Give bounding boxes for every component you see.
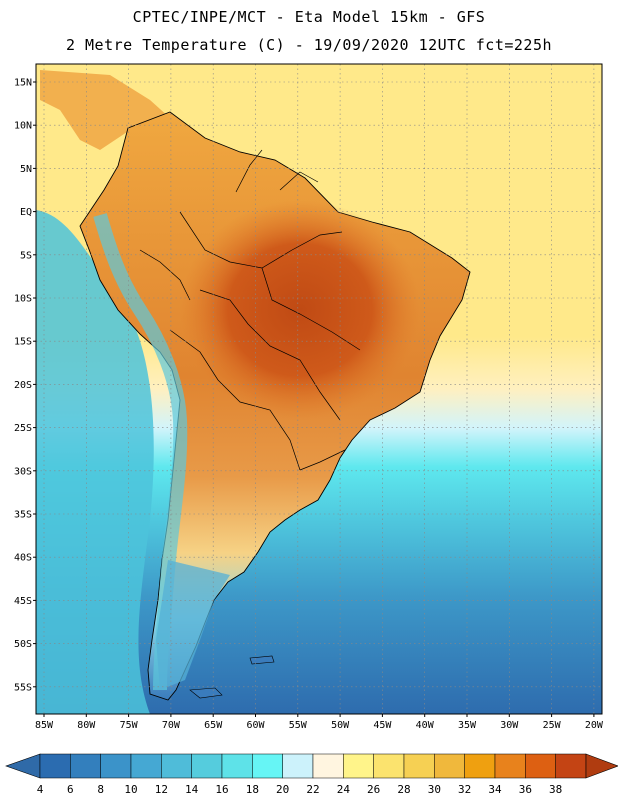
lat-label: 50S (14, 639, 32, 650)
lon-label: 80W (77, 720, 96, 731)
colorbar-label: 34 (488, 783, 502, 796)
lon-label: 45W (373, 720, 392, 731)
lat-label: 30S (14, 466, 32, 477)
colorbar-label: 32 (458, 783, 471, 796)
colorbar-label: 22 (306, 783, 319, 796)
lat-label: 10S (14, 294, 32, 305)
colorbar-label: 6 (67, 783, 74, 796)
lat-label: 35S (14, 510, 32, 521)
lat-label: EQ (20, 207, 32, 218)
colorbar-swatch (312, 753, 344, 779)
lat-label: 5N (20, 164, 32, 175)
longitude-labels: 85W 80W 75W 70W 65W 60W 55W 50W 45W 40W 35W 30W 25W 2… (35, 714, 604, 731)
lat-label: 15S (14, 337, 32, 348)
lat-label: 5S (20, 250, 32, 261)
colorbar: 4 6 8 10 12 14 16 18 20 22 24 26 28 30 32 34 36 38 (5, 753, 618, 796)
map-frame (35, 63, 603, 715)
colorbar-swatch (434, 753, 465, 779)
colorbar-swatch (525, 753, 556, 779)
colorbar-low-arrow (5, 753, 41, 779)
graticule (36, 64, 602, 714)
colorbar-swatch (161, 753, 192, 779)
colorbar-label: 14 (185, 783, 199, 796)
tierra-del-fuego (189, 687, 223, 699)
colorbar-swatch (191, 753, 223, 779)
colorbar-label: 30 (428, 783, 441, 796)
country-borders (139, 149, 361, 471)
lon-label: 55W (289, 720, 308, 731)
colorbar-label: 12 (155, 783, 168, 796)
colorbar-label: 16 (215, 783, 228, 796)
lat-label: 15N (14, 78, 32, 89)
map-subtitle: 2 Metre Temperature (C) - 19/09/2020 12U… (65, 36, 553, 54)
lon-label: 50W (331, 720, 350, 731)
colorbar-label: 38 (549, 783, 562, 796)
colorbar-swatch (464, 753, 496, 779)
hot-core-region (180, 200, 420, 420)
colorbar-label: 18 (246, 783, 259, 796)
lat-label: 25S (14, 423, 32, 434)
colorbar-label: 36 (519, 783, 532, 796)
colorbar-high-arrow (585, 753, 618, 779)
lon-label: 40W (416, 720, 435, 731)
colorbar-swatch (403, 753, 435, 779)
colorbar-label: 8 (97, 783, 104, 796)
lon-label: 20W (585, 720, 604, 731)
colorbar-swatch (373, 753, 405, 779)
lat-label: 10N (14, 121, 32, 132)
lat-label: 20S (14, 380, 32, 391)
latitude-labels: 15N 10N 5N EQ 5S 10S 15S 20S 25S 30S 35S 40S 45S 50S 5… (14, 78, 36, 693)
map-area (36, 64, 602, 714)
lon-label: 70W (162, 720, 181, 731)
colorbar-label: 10 (124, 783, 137, 796)
colorbar-swatch (494, 753, 526, 779)
colorbar-swatch (555, 753, 587, 779)
colorbar-swatch (343, 753, 374, 779)
colorbar-label: 20 (276, 783, 289, 796)
colorbar-swatch (70, 753, 101, 779)
lon-label: 65W (204, 720, 223, 731)
lat-label: 45S (14, 596, 32, 607)
lon-label: 60W (246, 720, 265, 731)
colorbar-label: 24 (337, 783, 351, 796)
map-title: CPTEC/INPE/MCT - Eta Model 15km - GFS (132, 8, 486, 26)
lon-label: 75W (120, 720, 139, 731)
lon-label: 25W (543, 720, 562, 731)
colorbar-swatch (130, 753, 162, 779)
central-america-land (40, 70, 170, 150)
falkland-islands (249, 655, 275, 665)
colorbar-swatch (221, 753, 253, 779)
colorbar-label: 4 (37, 783, 44, 796)
colorbar-swatch (39, 753, 71, 779)
patagonia-cool (156, 560, 230, 690)
colorbar-label: 26 (367, 783, 380, 796)
pacific-cool-water (36, 210, 154, 714)
colorbar-label: 28 (397, 783, 410, 796)
colorbar-swatch (282, 753, 314, 779)
lon-label: 35W (458, 720, 477, 731)
colorbar-swatch (100, 753, 132, 779)
lat-label: 40S (14, 553, 32, 564)
lon-label: 85W (35, 720, 54, 731)
lat-label: 55S (14, 682, 32, 693)
lon-label: 30W (500, 720, 519, 731)
colorbar-swatch (252, 753, 283, 779)
